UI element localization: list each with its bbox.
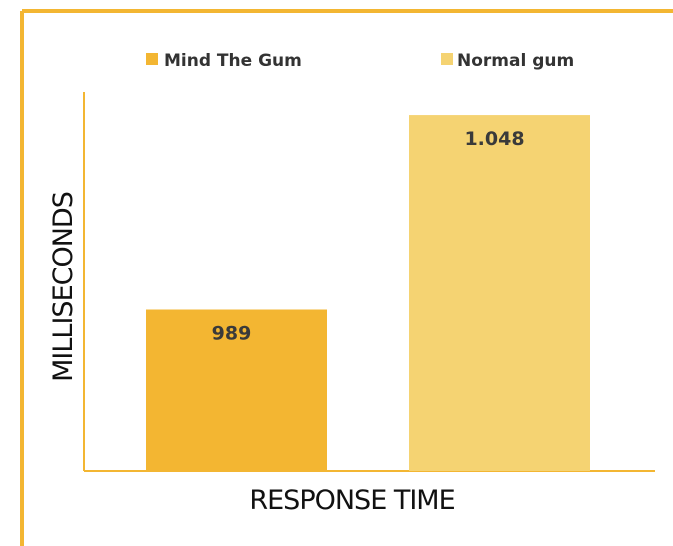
y-axis-title: MILLISECONDS bbox=[48, 192, 79, 382]
legend-swatch-mind-the-gum bbox=[146, 53, 158, 65]
data-label-normal-gum: 1.048 bbox=[464, 128, 524, 150]
legend: Mind The Gum Normal gum bbox=[146, 51, 574, 71]
legend-label-mind-the-gum: Mind The Gum bbox=[164, 51, 302, 71]
bars bbox=[146, 115, 590, 471]
legend-swatch-normal-gum bbox=[441, 53, 453, 65]
data-label-mind-the-gum: 989 bbox=[212, 323, 252, 345]
legend-label-normal-gum: Normal gum bbox=[457, 51, 574, 71]
bar-normal-gum bbox=[409, 115, 590, 471]
bar-mind-the-gum bbox=[146, 309, 327, 471]
x-axis-title: RESPONSE TIME bbox=[249, 485, 454, 516]
